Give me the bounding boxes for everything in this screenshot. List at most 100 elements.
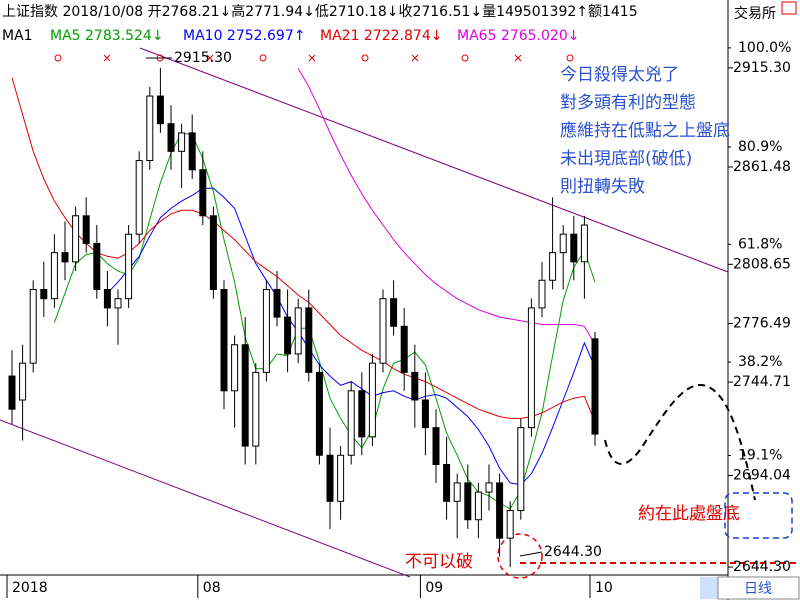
candle-body — [114, 298, 122, 309]
candle-body — [474, 491, 482, 521]
candle-body — [390, 298, 398, 327]
y-tick-label: 2694.04 — [733, 467, 791, 483]
candle-body — [326, 454, 334, 502]
period-label: 日线 — [744, 581, 772, 597]
y-tick-label: 2744.71 — [733, 374, 791, 390]
annotation: 2915.30 — [174, 50, 232, 66]
candle-body — [209, 215, 217, 290]
candle-body — [220, 288, 228, 392]
candle-body — [315, 371, 323, 456]
fib-tick-label: 80.9% — [738, 139, 782, 155]
y-tick-label: 2776.49 — [733, 316, 791, 332]
legend-entry: MA10 2752.697↑ — [183, 28, 305, 44]
fib-tick-label: 19.1% — [738, 447, 782, 463]
exchange-label: 交易所 — [734, 5, 776, 22]
candle-body — [453, 482, 461, 502]
candle-body — [199, 169, 207, 217]
header-title: 上证指数 2018/10/08 开2768.21↓高2771.94↓低2710.… — [2, 3, 638, 20]
fib-tick-label: 61.8% — [738, 236, 782, 252]
candle-body — [294, 307, 302, 355]
annotation: 不可以破 — [405, 552, 473, 572]
candle-body — [591, 338, 599, 435]
candle-body — [93, 242, 101, 290]
channel-lower — [0, 419, 411, 578]
fib-tick-label: 38.2% — [738, 354, 782, 370]
annotation: 對多頭有利的型態 — [560, 93, 696, 113]
candle-body — [82, 215, 90, 244]
y-tick-label: 2861.48 — [733, 159, 791, 175]
channel-upper — [139, 47, 729, 273]
scroll-hatch — [700, 577, 718, 599]
candle-body — [400, 325, 408, 373]
candle-body — [485, 482, 493, 493]
indicator-label: MA1 — [2, 28, 33, 44]
candle-body — [368, 362, 376, 438]
candle-body — [358, 390, 366, 438]
candle-body — [517, 427, 525, 512]
candle-body — [421, 399, 429, 429]
annotation: 2644.30 — [544, 544, 602, 560]
candle-body — [464, 482, 472, 521]
x-tick-label: 08 — [203, 580, 221, 596]
y-tick-label: 2915.30 — [733, 60, 791, 76]
y-tick-label: 2644.30 — [733, 559, 791, 575]
candle-body — [273, 288, 281, 318]
candle-body — [252, 371, 260, 447]
x-tick-label: 2018 — [12, 580, 48, 596]
candle-body — [549, 252, 557, 281]
candle-body — [50, 252, 58, 300]
candle-body — [305, 307, 313, 373]
target-box — [724, 492, 793, 539]
candle-body — [580, 224, 588, 263]
x-tick-label: 10 — [595, 580, 613, 596]
candle-body — [61, 252, 69, 263]
candle-body — [443, 463, 451, 502]
candle-body — [135, 160, 143, 235]
candle-body — [167, 123, 175, 152]
icon — [781, 1, 797, 15]
candle-body — [231, 344, 239, 392]
candle-body — [241, 344, 249, 447]
candle-body — [19, 362, 27, 401]
candle-body — [125, 233, 133, 300]
legend-entry: MA5 2783.524↓ — [50, 28, 164, 44]
candle-body — [432, 427, 440, 465]
fib-tick-label: 100.0% — [738, 40, 791, 56]
y-tick-label: 2808.65 — [733, 256, 791, 272]
candle-body — [146, 95, 154, 162]
period-box — [717, 576, 800, 600]
candle-body — [8, 375, 16, 410]
candle-body — [347, 390, 355, 456]
candle-body — [538, 279, 546, 309]
candle-body — [188, 132, 196, 171]
candle-body — [72, 215, 80, 263]
legend-entry: MA65 2765.020↓ — [457, 28, 579, 44]
candle-body — [411, 371, 419, 401]
ma-line — [53, 132, 596, 510]
candle-body — [496, 482, 504, 539]
candle-body — [103, 288, 111, 309]
x-tick-label: 09 — [425, 580, 443, 596]
ma-line — [11, 77, 596, 423]
annotation: 應維持在低點之上盤底 — [560, 120, 730, 141]
candle-body — [379, 298, 387, 364]
candle-body — [506, 510, 514, 539]
candle-body — [40, 288, 48, 300]
candle-body — [559, 233, 567, 254]
ma-line — [297, 68, 596, 345]
candle-body — [178, 132, 186, 152]
annotation: 則扭轉失敗 — [560, 177, 645, 197]
annotation: 約在此處盤底 — [638, 504, 740, 524]
low-circle — [497, 533, 543, 579]
annotation: 今日殺得太兇了 — [560, 65, 679, 85]
low-pointer — [519, 551, 543, 557]
candle-body — [527, 307, 535, 429]
annotation: 未出現底部(破低) — [560, 149, 692, 169]
projection-curve — [604, 383, 756, 501]
candle-body — [284, 316, 292, 355]
candle-body — [262, 288, 270, 373]
candle-body — [570, 233, 578, 263]
legend-entry: MA21 2722.874↓ — [320, 28, 442, 44]
